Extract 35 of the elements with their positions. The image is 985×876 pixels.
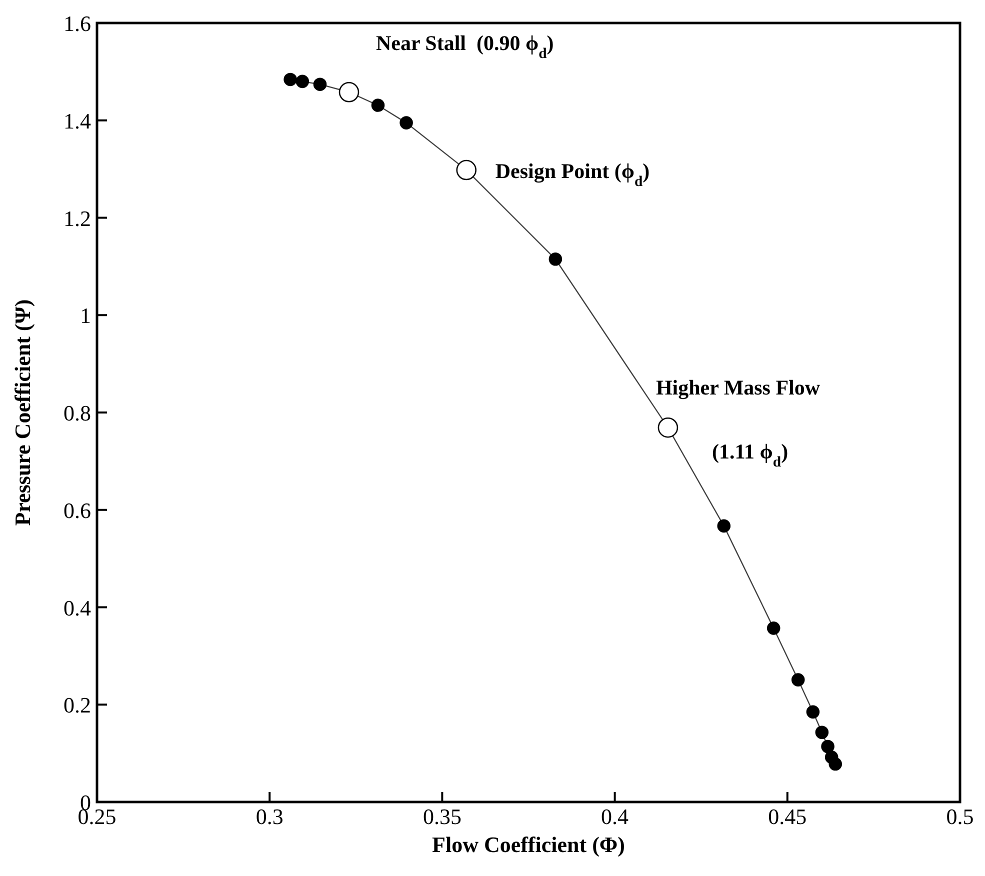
point xyxy=(821,740,834,754)
y-tick-label: 1.6 xyxy=(64,11,91,36)
point xyxy=(400,116,413,130)
point xyxy=(717,519,731,533)
point xyxy=(815,726,829,740)
point xyxy=(548,252,562,266)
y-axis-title: Pressure Coefficient (Ψ) xyxy=(10,299,35,526)
point xyxy=(791,673,805,686)
point xyxy=(828,757,842,771)
point xyxy=(284,72,297,86)
x-tick-label: 0.35 xyxy=(422,804,462,829)
x-tick-label: 0.5 xyxy=(946,804,974,829)
y-tick-label: 1.4 xyxy=(64,108,91,134)
point xyxy=(806,705,820,719)
x-tick-label: 0.45 xyxy=(768,804,807,829)
x-axis-title: Flow Coefficient (Φ) xyxy=(432,832,625,857)
annotation: Near Stall (0.90 ϕ$_{d}$) xyxy=(376,31,554,62)
point xyxy=(456,160,477,180)
annotation: Design Point (ϕ$_{d}$) xyxy=(495,159,650,190)
point xyxy=(766,622,780,635)
annotation: (1.11 ϕ$_{d}$) xyxy=(712,440,788,471)
y-tick-label: 1 xyxy=(80,303,91,328)
y-tick-label: 0.4 xyxy=(64,595,91,620)
point xyxy=(296,74,310,88)
x-tick-label: 0.3 xyxy=(256,804,284,829)
y-tick-label: 0.6 xyxy=(64,498,91,523)
annotation: Higher Mass Flow xyxy=(656,376,821,400)
y-tick-label: 0.2 xyxy=(64,692,91,718)
point xyxy=(313,78,327,91)
point xyxy=(658,417,678,438)
x-tick-label: 0.4 xyxy=(601,804,629,829)
point xyxy=(371,98,385,112)
y-tick-label: 0.8 xyxy=(64,400,91,426)
point xyxy=(338,82,360,102)
y-tick-label: 1.2 xyxy=(64,206,91,231)
